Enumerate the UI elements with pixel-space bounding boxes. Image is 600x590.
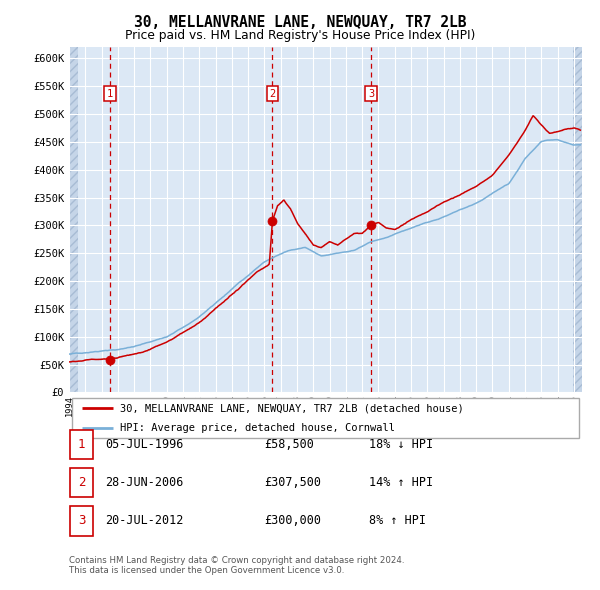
Text: Contains HM Land Registry data © Crown copyright and database right 2024.
This d: Contains HM Land Registry data © Crown c… [69, 556, 404, 575]
Text: 3: 3 [78, 514, 85, 527]
Text: £300,000: £300,000 [264, 514, 321, 527]
Text: 18% ↓ HPI: 18% ↓ HPI [369, 438, 433, 451]
Text: 14% ↑ HPI: 14% ↑ HPI [369, 476, 433, 489]
Text: Price paid vs. HM Land Registry's House Price Index (HPI): Price paid vs. HM Land Registry's House … [125, 30, 475, 42]
Text: £58,500: £58,500 [264, 438, 314, 451]
Text: 1: 1 [107, 89, 113, 99]
Text: 30, MELLANVRANE LANE, NEWQUAY, TR7 2LB: 30, MELLANVRANE LANE, NEWQUAY, TR7 2LB [134, 15, 466, 30]
Text: £307,500: £307,500 [264, 476, 321, 489]
Text: 30, MELLANVRANE LANE, NEWQUAY, TR7 2LB (detached house): 30, MELLANVRANE LANE, NEWQUAY, TR7 2LB (… [121, 403, 464, 413]
Text: 8% ↑ HPI: 8% ↑ HPI [369, 514, 426, 527]
Text: 20-JUL-2012: 20-JUL-2012 [105, 514, 184, 527]
Text: 2: 2 [78, 476, 85, 489]
Bar [69, 47, 78, 392]
Text: 28-JUN-2006: 28-JUN-2006 [105, 476, 184, 489]
Text: 05-JUL-1996: 05-JUL-1996 [105, 438, 184, 451]
Bar [573, 47, 582, 392]
Text: HPI: Average price, detached house, Cornwall: HPI: Average price, detached house, Corn… [121, 423, 395, 433]
Text: 3: 3 [368, 89, 374, 99]
Text: 2: 2 [269, 89, 275, 99]
Text: 1: 1 [78, 438, 85, 451]
